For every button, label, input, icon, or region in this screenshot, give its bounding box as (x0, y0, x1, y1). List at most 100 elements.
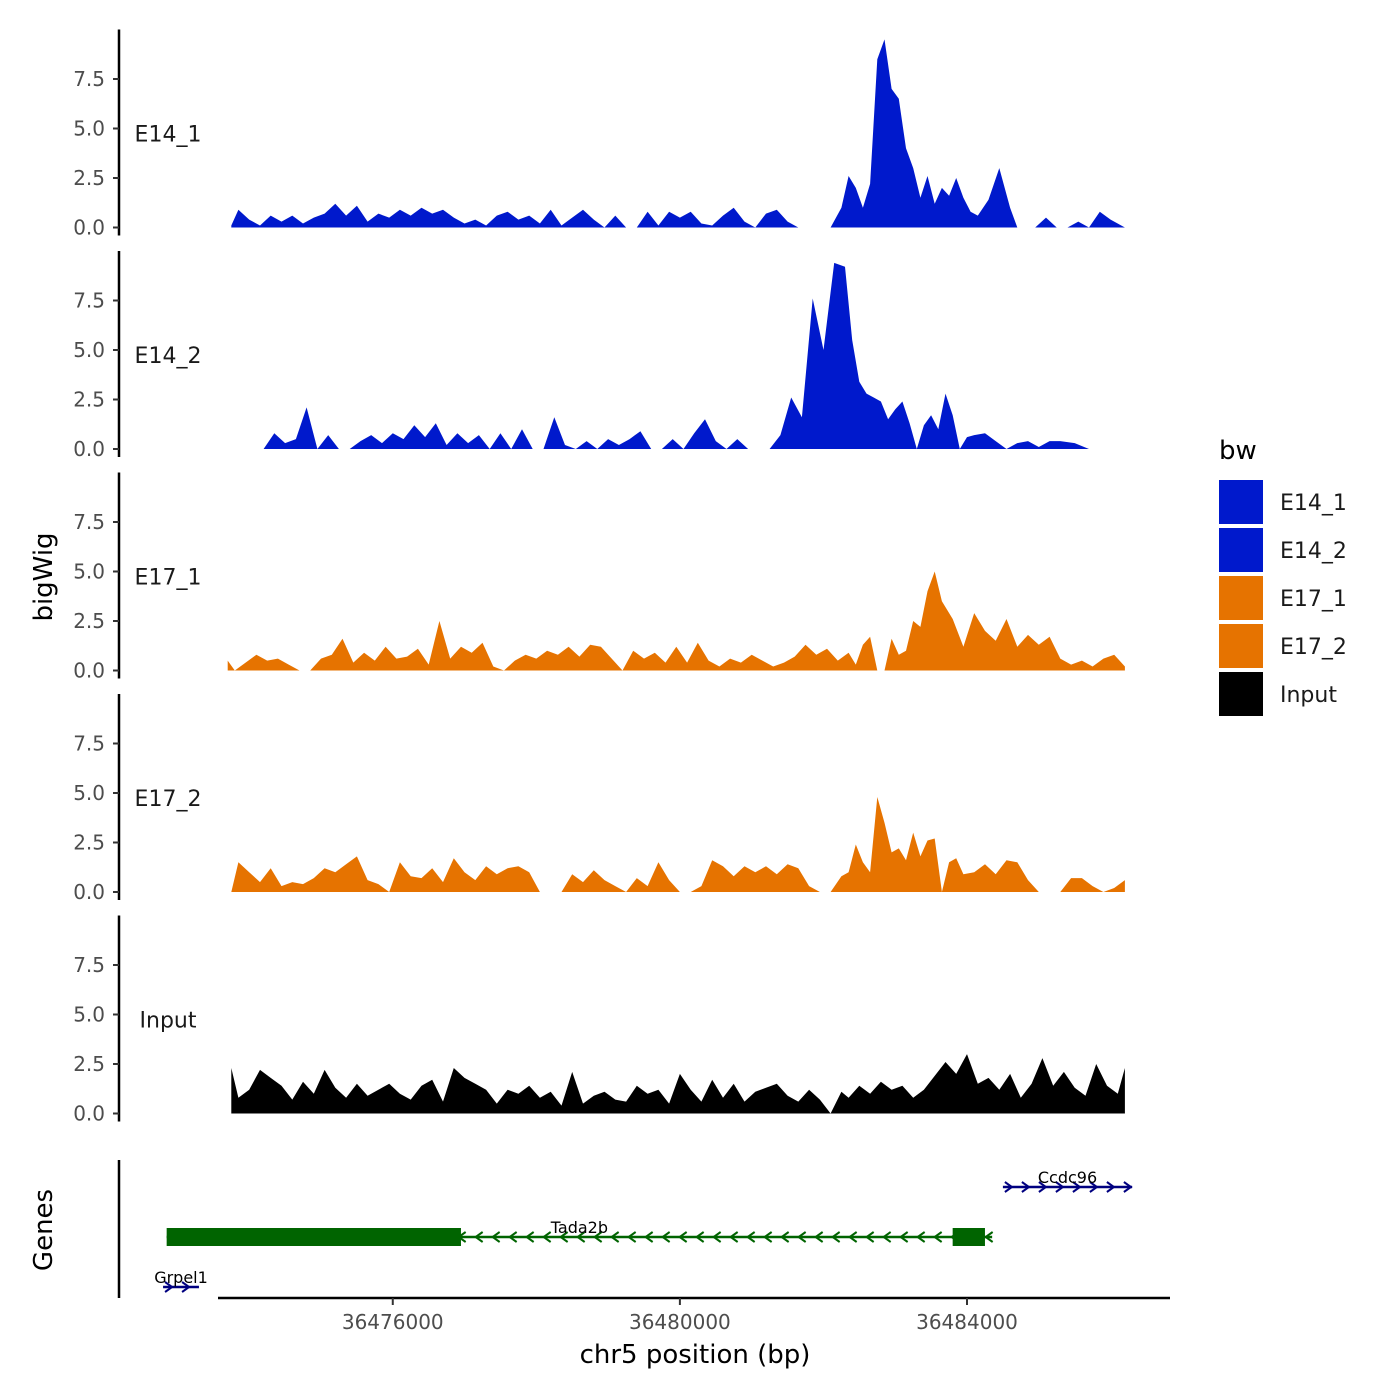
y-axis-title: bigWig (29, 532, 59, 621)
strand-chevron (745, 1231, 756, 1243)
track-label: E14_1 (135, 123, 202, 148)
coverage-area-Input (231, 1054, 1125, 1114)
strand-chevron (1004, 1181, 1014, 1193)
y-tick-label: 0.0 (73, 437, 105, 461)
y-tick-label: 5.0 (73, 560, 105, 584)
strand-chevron (1089, 1181, 1099, 1193)
y-tick-label: 0.0 (73, 880, 105, 904)
track-E14_1: 0.0 2.5 5.0 7.5 E14_1 (73, 29, 1125, 240)
y-tick-label: 2.5 (73, 831, 105, 855)
legend-label-E17_2: E17_2 (1280, 635, 1347, 660)
legend-key-E17_2 (1219, 624, 1263, 668)
strand-chevron (1055, 1181, 1065, 1193)
y-tick-label: 7.5 (73, 953, 105, 977)
track-label: E17_1 (135, 566, 202, 591)
strand-chevron (626, 1231, 637, 1243)
x-tick-label: 36476000 (342, 1310, 444, 1334)
coverage-area-E17_1 (227, 571, 1125, 671)
track-label: E14_2 (135, 344, 202, 369)
coverage-area-E14_1 (231, 39, 1125, 228)
strand-chevron (932, 1231, 943, 1243)
gene-label: Tada2b (550, 1218, 608, 1237)
track-label: Input (140, 1009, 197, 1034)
strand-chevron (1021, 1181, 1031, 1193)
gene-label: Grpel1 (154, 1268, 208, 1287)
y-tick-label: 5.0 (73, 1003, 105, 1027)
strand-chevron (779, 1231, 790, 1243)
x-tick-label: 36480000 (629, 1310, 731, 1334)
strand-chevron (813, 1231, 824, 1243)
legend-label-E17_1: E17_1 (1280, 587, 1347, 612)
strand-chevron (1072, 1181, 1082, 1193)
strand-chevron (898, 1231, 909, 1243)
gene-Ccdc96: Ccdc96 (1002, 1168, 1133, 1193)
y-tick-label: 2.5 (73, 166, 105, 190)
gene-exon (166, 1228, 461, 1246)
strand-chevron (711, 1231, 722, 1243)
legend-key-E17_1 (1219, 576, 1263, 620)
y-tick-label: 7.5 (73, 67, 105, 91)
gene-exon (952, 1228, 985, 1246)
x-axis: 36476000 36480000 36484000 (218, 1296, 1170, 1334)
y-tick-label: 0.0 (73, 216, 105, 240)
y-tick-label: 7.5 (73, 289, 105, 313)
strand-chevron (847, 1231, 858, 1243)
track-label: E17_2 (135, 787, 202, 812)
strand-chevron (830, 1231, 841, 1243)
strand-chevron (541, 1231, 552, 1243)
strand-chevron (1106, 1181, 1116, 1193)
track-E17_2: 0.0 2.5 5.0 7.5 E17_2 (73, 694, 1125, 904)
legend-label-E14_1: E14_1 (1280, 491, 1347, 516)
track-E14_2: 0.0 2.5 5.0 7.5 E14_2 (73, 251, 1125, 461)
strand-chevron (164, 1281, 174, 1293)
strand-chevron (592, 1231, 603, 1243)
strand-chevron (660, 1231, 671, 1243)
strand-chevron (507, 1231, 518, 1243)
strand-chevron (915, 1231, 926, 1243)
legend-label-E14_2: E14_2 (1280, 539, 1347, 564)
y-tick-label: 0.0 (73, 1102, 105, 1126)
x-axis-title: chr5 position (bp) (580, 1340, 811, 1370)
strand-chevron (1038, 1181, 1048, 1193)
strand-chevron (473, 1231, 484, 1243)
strand-chevron (796, 1231, 807, 1243)
legend: bw E14_1 E14_2 E17_1 E17_2 Input (1219, 436, 1347, 716)
y-tick-label: 7.5 (73, 732, 105, 756)
track-Input: 0.0 2.5 5.0 7.5 Input (73, 915, 1125, 1126)
gene-Grpel1: Grpel1 (154, 1268, 208, 1293)
legend-key-Input (1219, 672, 1263, 716)
y-tick-label: 2.5 (73, 609, 105, 633)
y-tick-label: 2.5 (73, 1052, 105, 1076)
strand-chevron (864, 1231, 875, 1243)
strand-chevron (694, 1231, 705, 1243)
strand-chevron (181, 1281, 191, 1293)
legend-key-E14_1 (1219, 480, 1263, 524)
strand-chevron (1123, 1181, 1133, 1193)
y-tick-label: 5.0 (73, 117, 105, 141)
strand-chevron (762, 1231, 773, 1243)
y-tick-label: 5.0 (73, 338, 105, 362)
y-tick-label: 5.0 (73, 781, 105, 805)
genes-axis-title: Genes (29, 1189, 59, 1271)
strand-chevron (983, 1231, 994, 1243)
gene-annotation-track: Ccdc96 Tada2b Grpel1 (117, 1160, 1133, 1298)
gene-Tada2b: Tada2b (166, 1218, 994, 1246)
legend-key-E14_2 (1219, 528, 1263, 572)
strand-chevron (881, 1231, 892, 1243)
coverage-tracks: 0.0 2.5 5.0 7.5 E14_1 0.0 2.5 5.0 7.5 E14_2 0.0 2.5… (73, 29, 1125, 1126)
coverage-area-E14_2 (263, 262, 1125, 449)
legend-label-Input: Input (1280, 683, 1337, 708)
strand-chevron (490, 1231, 501, 1243)
strand-chevron (524, 1231, 535, 1243)
y-tick-label: 2.5 (73, 388, 105, 412)
y-tick-label: 7.5 (73, 510, 105, 534)
strand-chevron (643, 1231, 654, 1243)
strand-chevron (575, 1231, 586, 1243)
strand-chevron (609, 1231, 620, 1243)
y-tick-label: 0.0 (73, 659, 105, 683)
strand-chevron (677, 1231, 688, 1243)
strand-chevron (728, 1231, 739, 1243)
coverage-area-E17_2 (231, 797, 1125, 892)
x-tick-label: 36484000 (916, 1310, 1018, 1334)
